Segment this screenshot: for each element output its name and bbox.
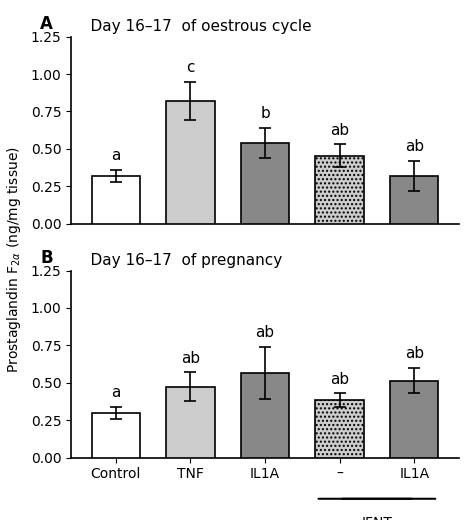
Text: ab: ab xyxy=(181,350,200,366)
Bar xyxy=(315,400,364,458)
Text: IFNT: IFNT xyxy=(362,516,392,520)
Bar xyxy=(241,143,289,224)
Text: ab: ab xyxy=(330,371,349,386)
Bar xyxy=(390,176,438,224)
Text: Day 16–17  of pregnancy: Day 16–17 of pregnancy xyxy=(71,253,283,268)
Text: c: c xyxy=(186,60,195,75)
Text: ab: ab xyxy=(405,346,424,361)
Text: B: B xyxy=(40,249,53,267)
Bar xyxy=(241,373,289,458)
Text: ab: ab xyxy=(405,139,424,154)
Text: Day 16–17  of oestrous cycle: Day 16–17 of oestrous cycle xyxy=(71,19,312,34)
Text: a: a xyxy=(111,385,120,400)
Text: a: a xyxy=(111,148,120,163)
Bar xyxy=(91,413,140,458)
Text: Prostaglandin F$_{2\alpha}$ (ng/mg tissue): Prostaglandin F$_{2\alpha}$ (ng/mg tissu… xyxy=(5,147,23,373)
Bar xyxy=(166,101,215,224)
Bar xyxy=(390,381,438,458)
Bar xyxy=(166,386,215,458)
Bar xyxy=(315,155,364,224)
Text: A: A xyxy=(40,15,53,33)
Text: b: b xyxy=(260,106,270,121)
Text: ab: ab xyxy=(255,325,274,340)
Text: ab: ab xyxy=(330,123,349,138)
Bar xyxy=(91,176,140,224)
